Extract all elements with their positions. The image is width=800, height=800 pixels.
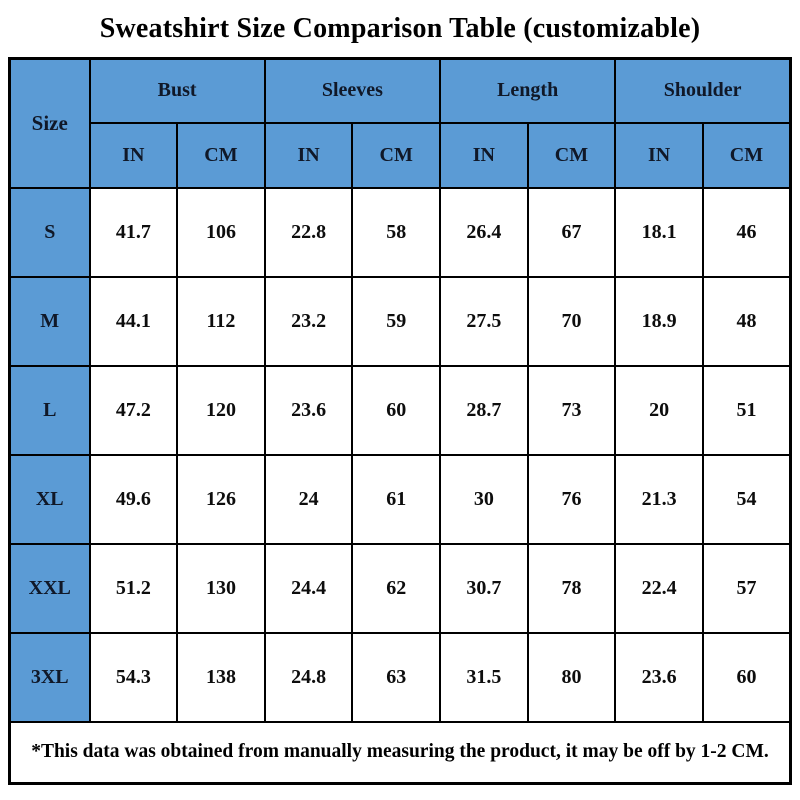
value-cell: 48 [701,275,792,367]
value-cell: 70 [526,275,617,367]
unit-header: IN [263,121,354,189]
group-header-length: Length [438,57,617,124]
unit-header: IN [88,121,179,189]
value-cell: 20 [614,364,704,456]
size-comparison-table: Size Bust Sleeves Length Shoulder IN CM … [8,57,792,785]
value-cell: 47.2 [88,364,179,456]
size-cell: XL [8,453,91,545]
value-cell: 21.3 [614,453,704,545]
value-cell: 24.4 [263,542,354,634]
value-cell: 54 [701,453,792,545]
value-cell: 18.9 [614,275,704,367]
value-cell: 73 [526,364,617,456]
size-cell: L [8,364,91,456]
table-row-s: S 41.7 106 22.8 58 26.4 67 18.1 46 [8,186,792,278]
size-column-header: Size [8,57,91,189]
value-cell: 26.4 [439,186,529,278]
group-header-sleeves: Sleeves [263,57,442,124]
value-cell: 51.2 [88,542,179,634]
unit-header: IN [614,121,704,189]
unit-header: CM [526,121,617,189]
value-cell: 57 [701,542,792,634]
unit-header-row: IN CM IN CM IN CM IN CM [10,121,792,189]
size-cell: S [8,186,91,278]
group-header-bust: Bust [88,57,266,124]
unit-header: IN [439,121,529,189]
value-cell: 24 [263,453,354,545]
table-row-3xl: 3XL 54.3 138 24.8 63 31.5 80 23.6 60 [8,631,792,723]
unit-header: CM [351,121,441,189]
value-cell: 28.7 [439,364,529,456]
table-row-xxl: XXL 51.2 130 24.4 62 30.7 78 22.4 57 [8,542,792,634]
page-title: Sweatshirt Size Comparison Table (custom… [99,12,701,44]
value-cell: 22.8 [263,186,354,278]
value-cell: 27.5 [439,275,529,367]
value-cell: 24.8 [263,631,354,723]
value-cell: 23.6 [263,364,354,456]
value-cell: 120 [176,364,266,456]
value-cell: 80 [526,631,617,723]
value-cell: 18.1 [614,186,704,278]
value-cell: 22.4 [614,542,704,634]
value-cell: 49.6 [88,453,179,545]
value-cell: 63 [351,631,441,723]
value-cell: 112 [176,275,266,367]
size-cell: XXL [8,542,91,634]
value-cell: 78 [526,542,617,634]
value-cell: 61 [351,453,441,545]
value-cell: 62 [351,542,441,634]
value-cell: 51 [701,364,792,456]
size-cell: M [8,275,91,367]
unit-header: CM [701,121,792,189]
value-cell: 31.5 [439,631,529,723]
footnote-row: *This data was obtained from manually me… [8,720,792,785]
value-cell: 46 [701,186,792,278]
value-cell: 106 [176,186,266,278]
value-cell: 60 [701,631,792,723]
size-cell: 3XL [8,631,91,723]
unit-header: CM [176,121,266,189]
value-cell: 44.1 [88,275,179,367]
value-cell: 67 [526,186,617,278]
value-cell: 130 [176,542,266,634]
value-cell: 138 [176,631,266,723]
value-cell: 126 [176,453,266,545]
value-cell: 41.7 [88,186,179,278]
value-cell: 59 [351,275,441,367]
value-cell: 30.7 [439,542,529,634]
footnote-text: *This data was obtained from manually me… [8,720,792,785]
table-row-l: L 47.2 120 23.6 60 28.7 73 20 51 [8,364,792,456]
value-cell: 54.3 [88,631,179,723]
group-header-shoulder: Shoulder [614,57,792,124]
value-cell: 76 [526,453,617,545]
value-cell: 23.2 [263,275,354,367]
value-cell: 23.6 [614,631,704,723]
value-cell: 58 [351,186,441,278]
group-header-row: Size Bust Sleeves Length Shoulder [8,57,792,189]
value-cell: 30 [439,453,529,545]
table-row-xl: XL 49.6 126 24 61 30 76 21.3 54 [8,453,792,545]
table-row-m: M 44.1 112 23.2 59 27.5 70 18.9 48 [8,275,792,367]
value-cell: 60 [351,364,441,456]
